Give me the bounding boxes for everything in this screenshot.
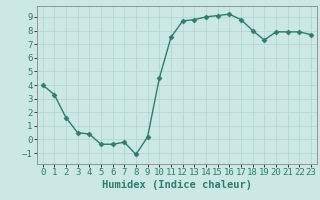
X-axis label: Humidex (Indice chaleur): Humidex (Indice chaleur): [102, 180, 252, 190]
